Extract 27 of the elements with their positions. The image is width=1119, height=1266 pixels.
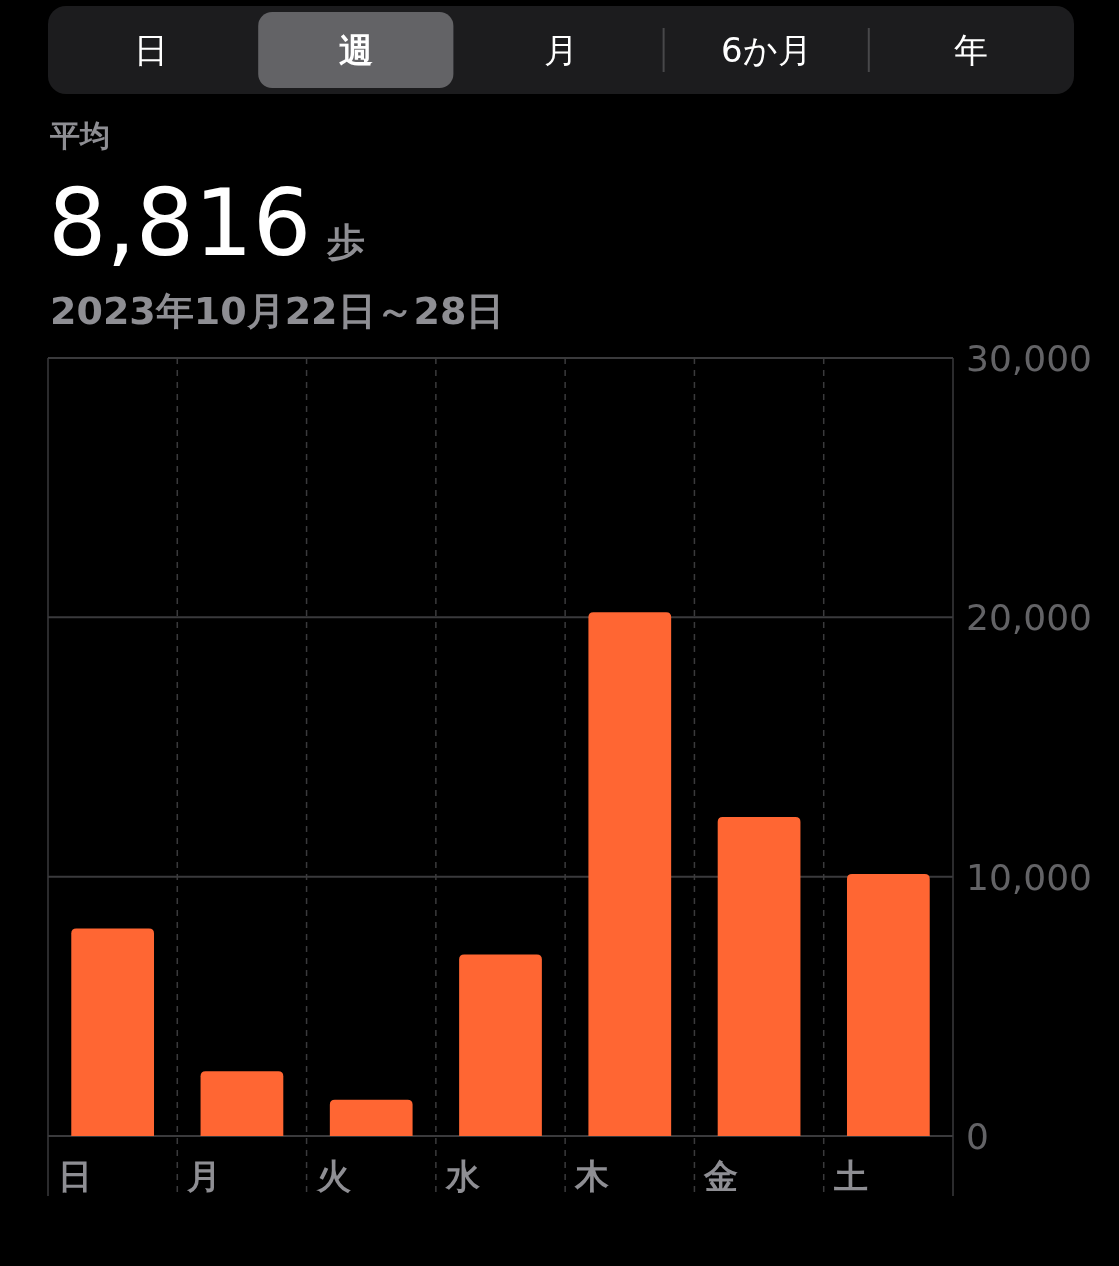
text: 6か月 <box>720 30 812 70</box>
y-tick-label: 0 <box>966 1116 989 1157</box>
x-tick-label: 火 <box>315 1156 351 1196</box>
bar <box>200 1071 284 1136</box>
x-tick-label: 日 <box>58 1156 92 1196</box>
y-axis-title: 歩 <box>326 220 366 264</box>
text: 日 <box>133 30 168 70</box>
bar <box>71 928 155 1136</box>
bar <box>329 1099 413 1136</box>
x-tick-label: 水 <box>444 1156 480 1196</box>
text: 平均 <box>49 118 110 153</box>
y-tick-label: 10,000 <box>966 856 1092 898</box>
bar <box>717 817 801 1136</box>
y-tick-label: 20,000 <box>966 597 1092 639</box>
x-tick-label: 土 <box>832 1156 868 1196</box>
text: 月 <box>544 30 578 70</box>
x-tick-label: 木 <box>574 1156 610 1196</box>
text: 週 <box>338 30 373 70</box>
chart-title: 8,816 <box>48 170 312 277</box>
x-tick-label: 金 <box>703 1156 739 1196</box>
chart-subtitle: 2023年10月22日～28日 <box>50 289 505 333</box>
bar <box>588 612 672 1136</box>
y-tick-label: 30,000 <box>966 338 1092 379</box>
text: 年 <box>954 30 989 70</box>
bar <box>459 954 542 1136</box>
bar <box>846 874 930 1136</box>
x-tick-label: 月 <box>186 1156 222 1196</box>
